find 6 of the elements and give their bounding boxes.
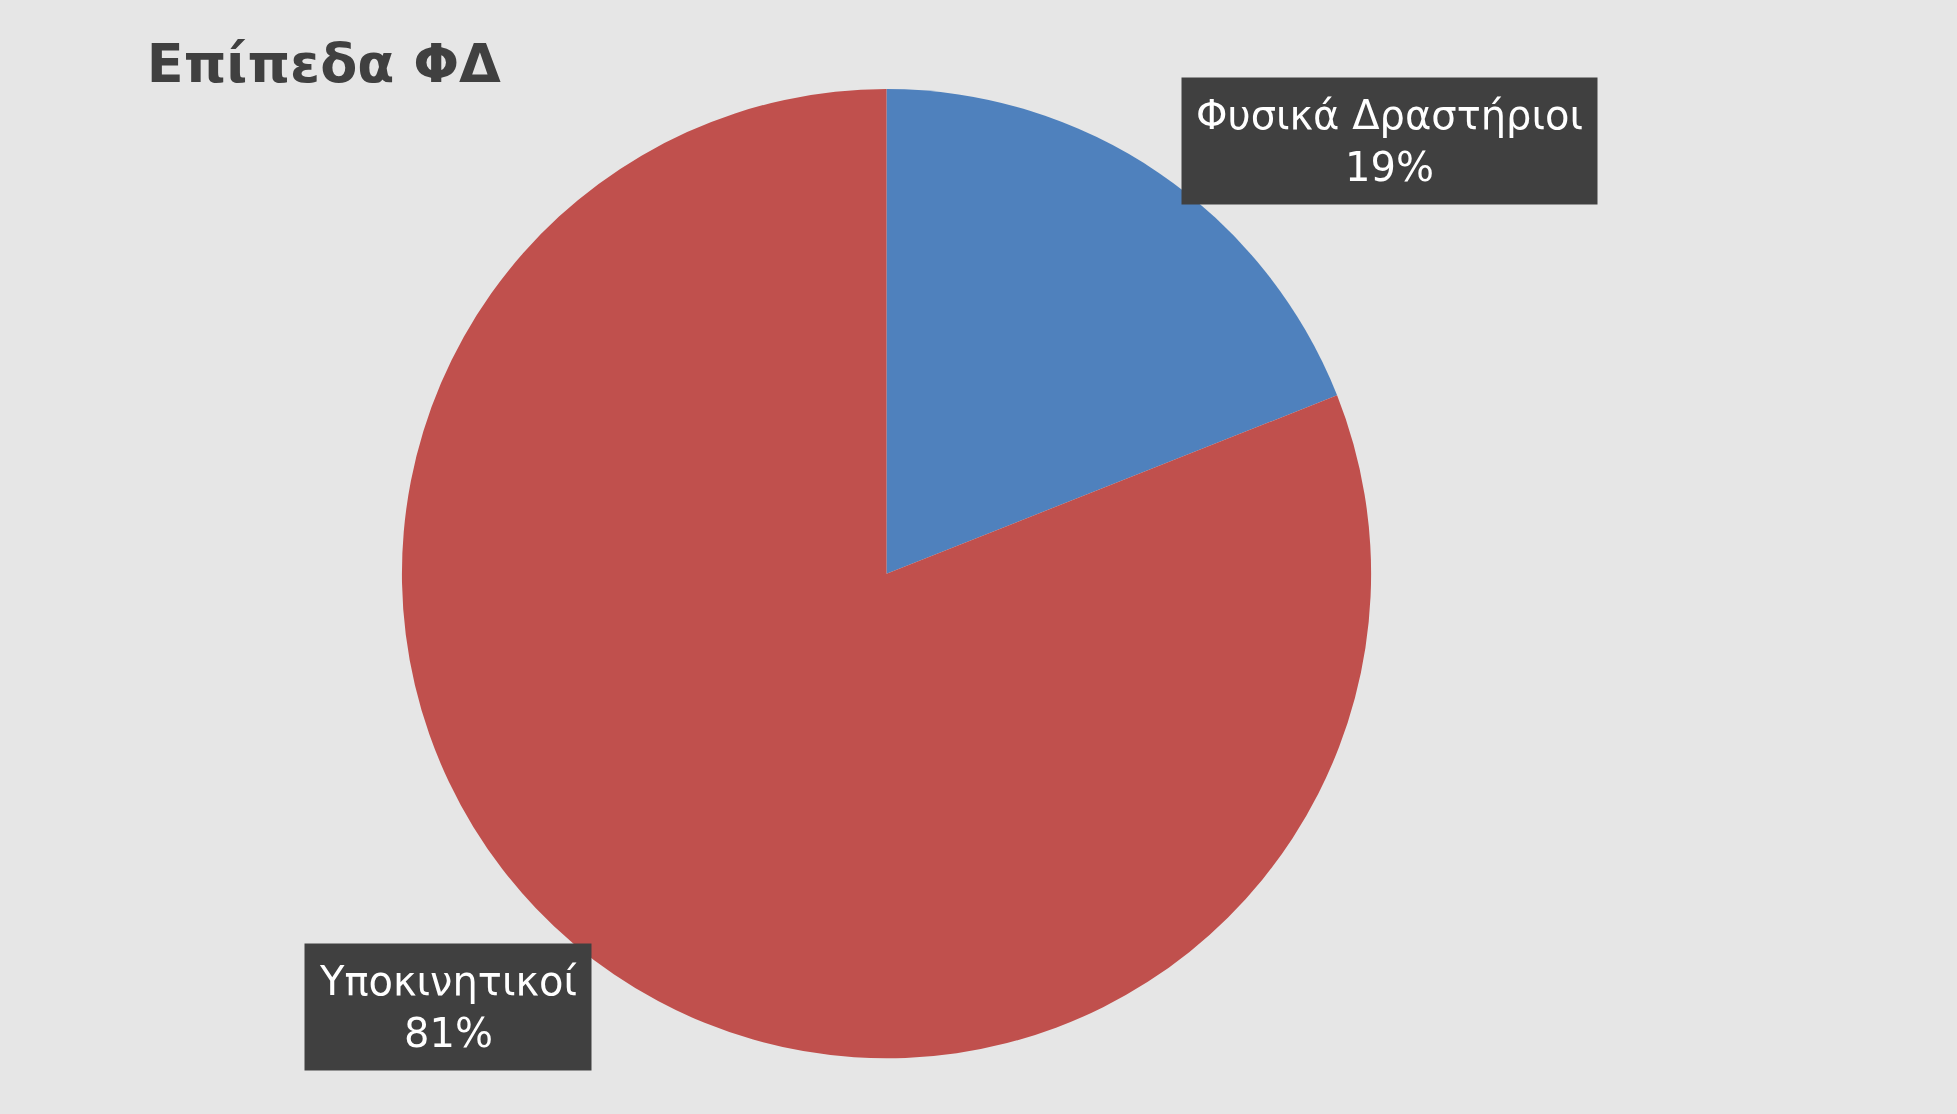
chart-title: Επίπεδα ΦΔ [146, 32, 502, 96]
pie-slice [886, 89, 1338, 574]
slice-label: Υποκινητικοί [319, 958, 577, 1004]
data-label: 19% [1345, 144, 1434, 190]
slice-label: Φυσικά Δραστήριοι [1196, 92, 1584, 138]
data-label: 81% [404, 1010, 493, 1056]
